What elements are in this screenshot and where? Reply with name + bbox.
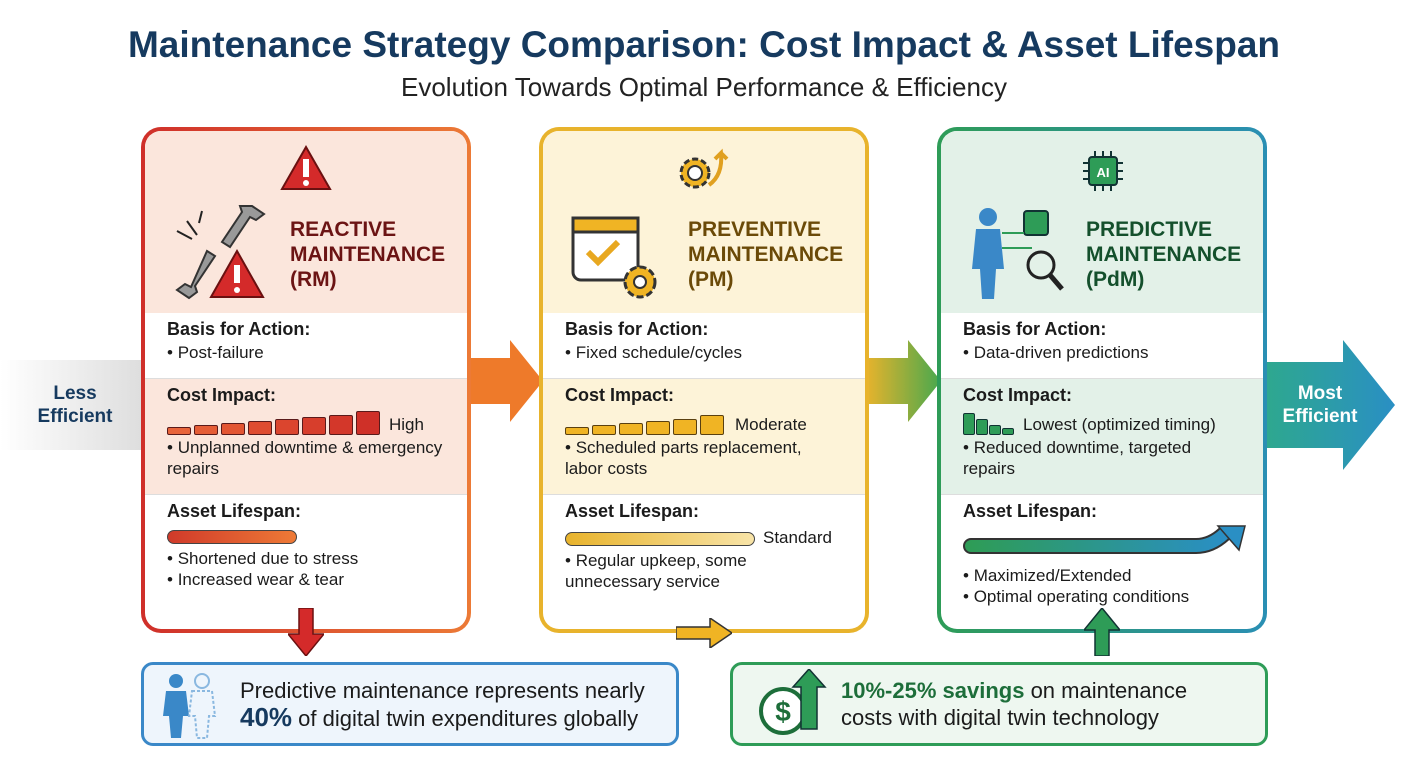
callout-highlight: 10%-25% savings xyxy=(841,678,1025,703)
callout-text-2: of digital twin expenditures globally xyxy=(298,705,639,731)
card-title: PREDICTIVE MAINTENANCE (PdM) xyxy=(1086,218,1242,291)
right-arrow-icon xyxy=(676,618,732,648)
calendar-gear-icon xyxy=(571,216,657,299)
less-efficient-label: Less Efficient xyxy=(37,383,113,427)
basis-label: Basis for Action: xyxy=(565,319,709,339)
page-title: Maintenance Strategy Comparison: Cost Im… xyxy=(127,24,1281,65)
dollar-growth-icon: $ xyxy=(759,669,827,735)
basis-value: Data-driven predictions xyxy=(963,342,1241,363)
gear-arrow-icon xyxy=(679,148,729,189)
cost-level: Lowest (optimized timing) xyxy=(1023,415,1216,434)
basis-label: Basis for Action: xyxy=(167,319,311,339)
callout-savings: $ 10%-25% savings on maintenance costs w… xyxy=(730,662,1268,746)
ai-digital-twin-icon xyxy=(972,208,1064,299)
cost-label: Cost Impact: xyxy=(565,385,675,405)
card-title: PREVENTIVE MAINTENANCE (PM) xyxy=(688,218,844,291)
basis-value: Post-failure xyxy=(167,342,445,363)
callout-text-2: costs with digital twin technology xyxy=(841,705,1159,730)
ai-chip-icon: AI xyxy=(1083,151,1123,191)
cost-bar-moderate: Moderate xyxy=(565,409,843,435)
card-title: REACTIVE MAINTENANCE (RM) xyxy=(290,218,446,291)
basis-label: Basis for Action: xyxy=(963,319,1107,339)
cost-bar-lowest: Lowest (optimized timing) xyxy=(963,409,1241,435)
card-preventive: PREVENTIVE MAINTENANCE (PM) Basis for Ac… xyxy=(539,127,869,633)
most-efficient-label: Most Efficient xyxy=(1282,383,1358,427)
lifespan-note: Optimal operating conditions xyxy=(963,586,1241,607)
lifespan-note: Increased wear & tear xyxy=(167,569,445,590)
cost-label: Cost Impact: xyxy=(167,385,277,405)
down-arrow-icon xyxy=(288,608,324,656)
lifespan-bar-standard xyxy=(565,532,755,546)
callout-highlight: 40% xyxy=(240,701,293,732)
broken-wrench-warning-icon xyxy=(175,205,266,300)
most-efficient-arrow xyxy=(1255,340,1395,470)
lifespan-level: Standard xyxy=(763,527,832,547)
basis-value: Fixed schedule/cycles xyxy=(565,342,843,363)
page-subtitle: Evolution Towards Optimal Performance & … xyxy=(401,72,1007,102)
lifespan-label: Asset Lifespan: xyxy=(963,501,1098,521)
warning-icon xyxy=(280,145,332,190)
svg-text:$: $ xyxy=(775,696,791,727)
cost-notes: Reduced downtime, targeted repairs xyxy=(963,437,1241,479)
callout-text: Predictive maintenance represents nearly xyxy=(240,677,645,703)
less-efficient-arrow: Less Efficient xyxy=(0,360,150,450)
digital-twin-people-icon xyxy=(163,673,217,739)
lifespan-label: Asset Lifespan: xyxy=(565,501,700,521)
lifespan-bar-extended xyxy=(963,525,1246,554)
lifespan-note: Shortened due to stress xyxy=(167,548,445,569)
connector-arrow-2 xyxy=(866,340,941,422)
callout-text: on maintenance xyxy=(1030,678,1188,703)
cost-notes: Unplanned downtime & emergency repairs xyxy=(167,437,445,479)
lifespan-label: Asset Lifespan: xyxy=(167,501,302,521)
cost-bar-high: High xyxy=(167,409,445,435)
lifespan-note: Maximized/Extended xyxy=(963,565,1241,586)
lifespan-bar-short xyxy=(167,530,297,544)
lifespan-note: Regular upkeep, some unnecessary service xyxy=(565,550,843,592)
cost-level: Moderate xyxy=(735,415,807,434)
connector-arrow-1 xyxy=(468,340,543,422)
callout-digital-twin-expenditure: Predictive maintenance represents nearly… xyxy=(141,662,679,746)
card-reactive: REACTIVE MAINTENANCE (RM) Basis for Acti… xyxy=(141,127,471,633)
up-arrow-icon xyxy=(1084,608,1120,656)
card-predictive: AI PREDICTIVE MAINTENANCE (PdM) Basis fo… xyxy=(937,127,1267,633)
cost-notes: Scheduled parts replacement, labor costs xyxy=(565,437,843,479)
cost-label: Cost Impact: xyxy=(963,385,1073,405)
svg-text:AI: AI xyxy=(1097,165,1110,180)
cost-level: High xyxy=(389,415,424,434)
